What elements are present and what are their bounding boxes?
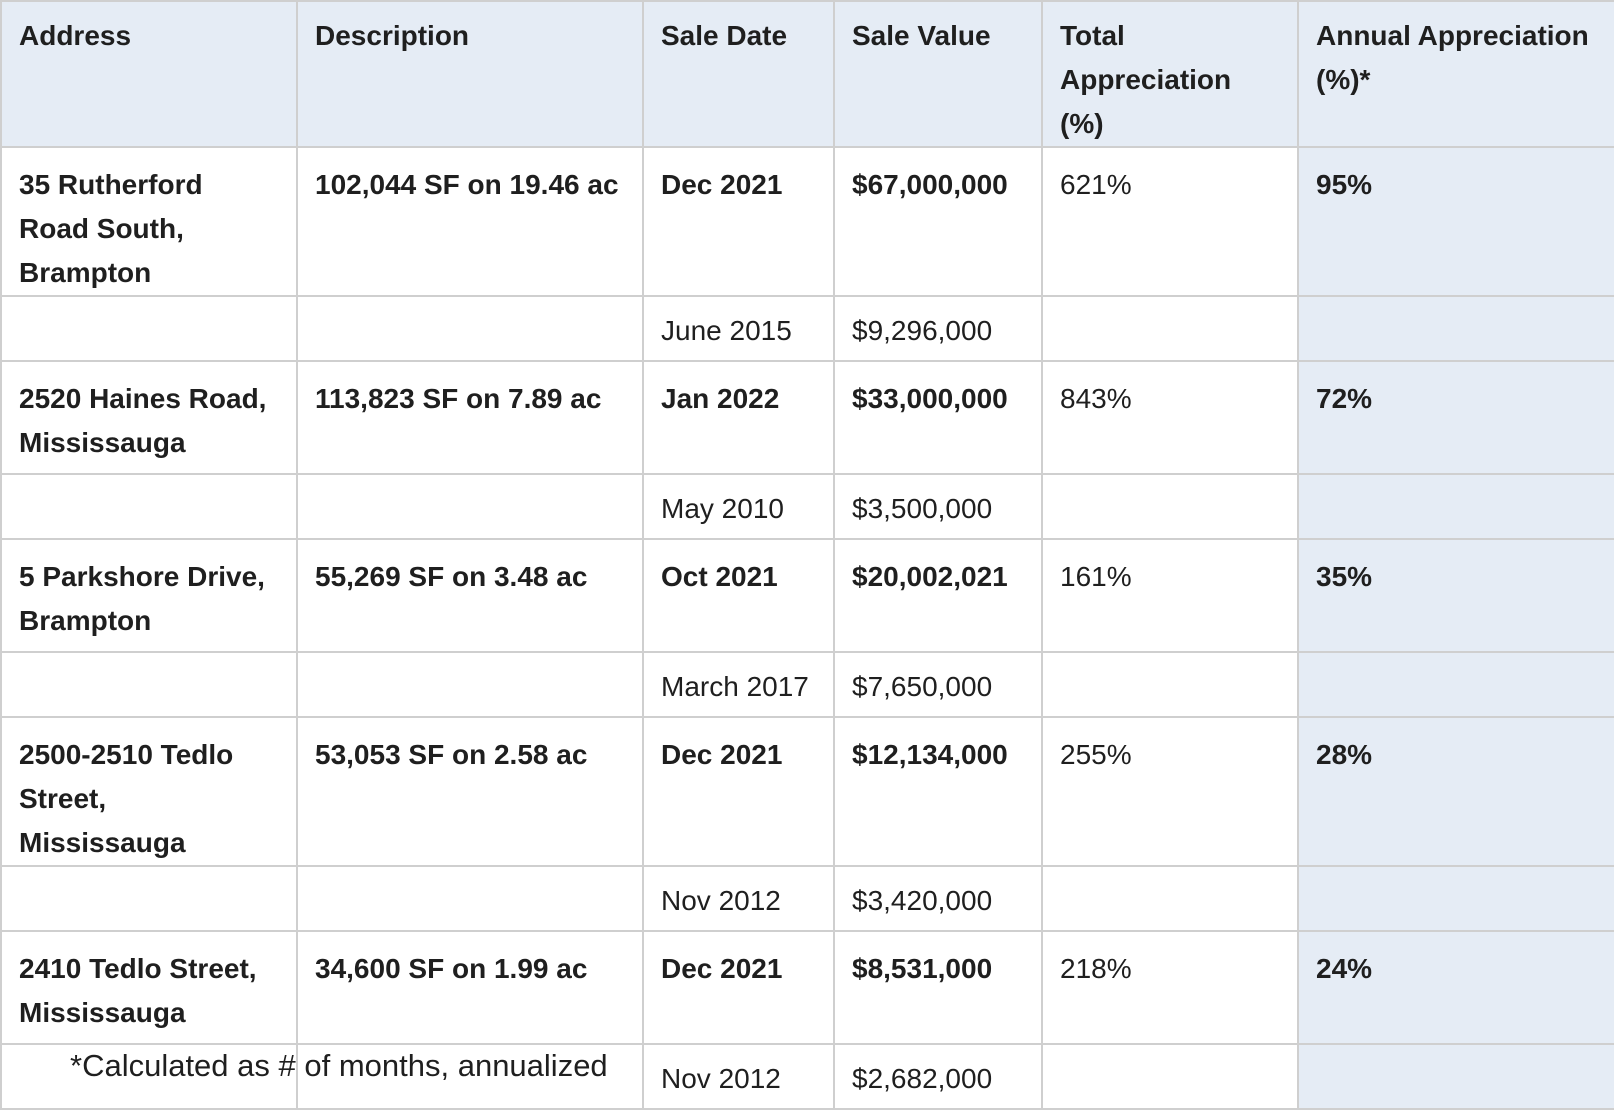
prior-sale-date-cell: Nov 2012 — [642, 865, 835, 932]
address-cell: 5 Parkshore Drive, Brampton — [0, 538, 298, 653]
header-sale-date: Sale Date — [642, 0, 835, 148]
empty-cell — [0, 473, 298, 540]
prior-sale-value-cell: $2,682,000 — [833, 1043, 1043, 1110]
annual-appreciation-cell: 28% — [1297, 716, 1614, 867]
header-annual-appreciation: Annual Appreciation (%)* — [1297, 0, 1614, 148]
empty-cell — [1297, 651, 1614, 718]
annual-appreciation-cell: 95% — [1297, 146, 1614, 297]
table-row: 2410 Tedlo Street, Mississauga 34,600 SF… — [0, 930, 1614, 1045]
empty-cell — [1041, 295, 1299, 362]
recent-sale-value-cell: $8,531,000 — [833, 930, 1043, 1045]
table-row: May 2010 $3,500,000 — [0, 473, 1614, 540]
recent-sale-date-cell: Dec 2021 — [642, 146, 835, 297]
total-appreciation-cell: 218% — [1041, 930, 1299, 1045]
description-cell: 55,269 SF on 3.48 ac — [296, 538, 644, 653]
recent-sale-date-cell: Jan 2022 — [642, 360, 835, 475]
empty-cell — [1297, 1043, 1614, 1110]
prior-sale-date-cell: June 2015 — [642, 295, 835, 362]
total-appreciation-cell: 161% — [1041, 538, 1299, 653]
empty-cell — [0, 295, 298, 362]
empty-cell — [1041, 651, 1299, 718]
description-cell: 34,600 SF on 1.99 ac — [296, 930, 644, 1045]
prior-sale-date-cell: Nov 2012 — [642, 1043, 835, 1110]
address-cell: 2500-2510 Tedlo Street, Mississauga — [0, 716, 298, 867]
description-cell: 102,044 SF on 19.46 ac — [296, 146, 644, 297]
header-total-appreciation: Total Appreciation (%) — [1041, 0, 1299, 148]
address-cell: 35 Rutherford Road South, Brampton — [0, 146, 298, 297]
prior-sale-value-cell: $7,650,000 — [833, 651, 1043, 718]
recent-sale-value-cell: $20,002,021 — [833, 538, 1043, 653]
empty-cell — [0, 651, 298, 718]
empty-cell — [296, 865, 644, 932]
annual-appreciation-cell: 24% — [1297, 930, 1614, 1045]
total-appreciation-cell: 621% — [1041, 146, 1299, 297]
empty-cell — [1297, 473, 1614, 540]
recent-sale-date-cell: Dec 2021 — [642, 930, 835, 1045]
empty-cell — [1297, 865, 1614, 932]
header-address: Address — [0, 0, 298, 148]
table-row: 35 Rutherford Road South, Brampton 102,0… — [0, 146, 1614, 297]
empty-cell — [1041, 865, 1299, 932]
table-row: 2500-2510 Tedlo Street, Mississauga 53,0… — [0, 716, 1614, 867]
total-appreciation-cell: 255% — [1041, 716, 1299, 867]
address-cell: 2410 Tedlo Street, Mississauga — [0, 930, 298, 1045]
prior-sale-value-cell: $3,420,000 — [833, 865, 1043, 932]
recent-sale-date-cell: Dec 2021 — [642, 716, 835, 867]
empty-cell — [0, 865, 298, 932]
description-cell: 53,053 SF on 2.58 ac — [296, 716, 644, 867]
total-appreciation-cell: 843% — [1041, 360, 1299, 475]
recent-sale-value-cell: $67,000,000 — [833, 146, 1043, 297]
footnote: *Calculated as # of months, annualized — [70, 1048, 608, 1083]
table-row: 5 Parkshore Drive, Brampton 55,269 SF on… — [0, 538, 1614, 653]
recent-sale-value-cell: $33,000,000 — [833, 360, 1043, 475]
empty-cell — [296, 473, 644, 540]
table-header-row: Address Description Sale Date Sale Value… — [0, 0, 1614, 148]
table-row: 2520 Haines Road, Mississauga 113,823 SF… — [0, 360, 1614, 475]
annual-appreciation-cell: 72% — [1297, 360, 1614, 475]
empty-cell — [296, 295, 644, 362]
prior-sale-value-cell: $3,500,000 — [833, 473, 1043, 540]
table-row: June 2015 $9,296,000 — [0, 295, 1614, 362]
empty-cell — [296, 651, 644, 718]
prior-sale-value-cell: $9,296,000 — [833, 295, 1043, 362]
description-cell: 113,823 SF on 7.89 ac — [296, 360, 644, 475]
empty-cell — [1297, 295, 1614, 362]
header-sale-value: Sale Value — [833, 0, 1043, 148]
address-cell: 2520 Haines Road, Mississauga — [0, 360, 298, 475]
empty-cell — [1041, 473, 1299, 540]
empty-cell — [1041, 1043, 1299, 1110]
prior-sale-date-cell: March 2017 — [642, 651, 835, 718]
header-description: Description — [296, 0, 644, 148]
recent-sale-date-cell: Oct 2021 — [642, 538, 835, 653]
prior-sale-date-cell: May 2010 — [642, 473, 835, 540]
table-row: March 2017 $7,650,000 — [0, 651, 1614, 718]
annual-appreciation-cell: 35% — [1297, 538, 1614, 653]
recent-sale-value-cell: $12,134,000 — [833, 716, 1043, 867]
table-row: Nov 2012 $3,420,000 — [0, 865, 1614, 932]
